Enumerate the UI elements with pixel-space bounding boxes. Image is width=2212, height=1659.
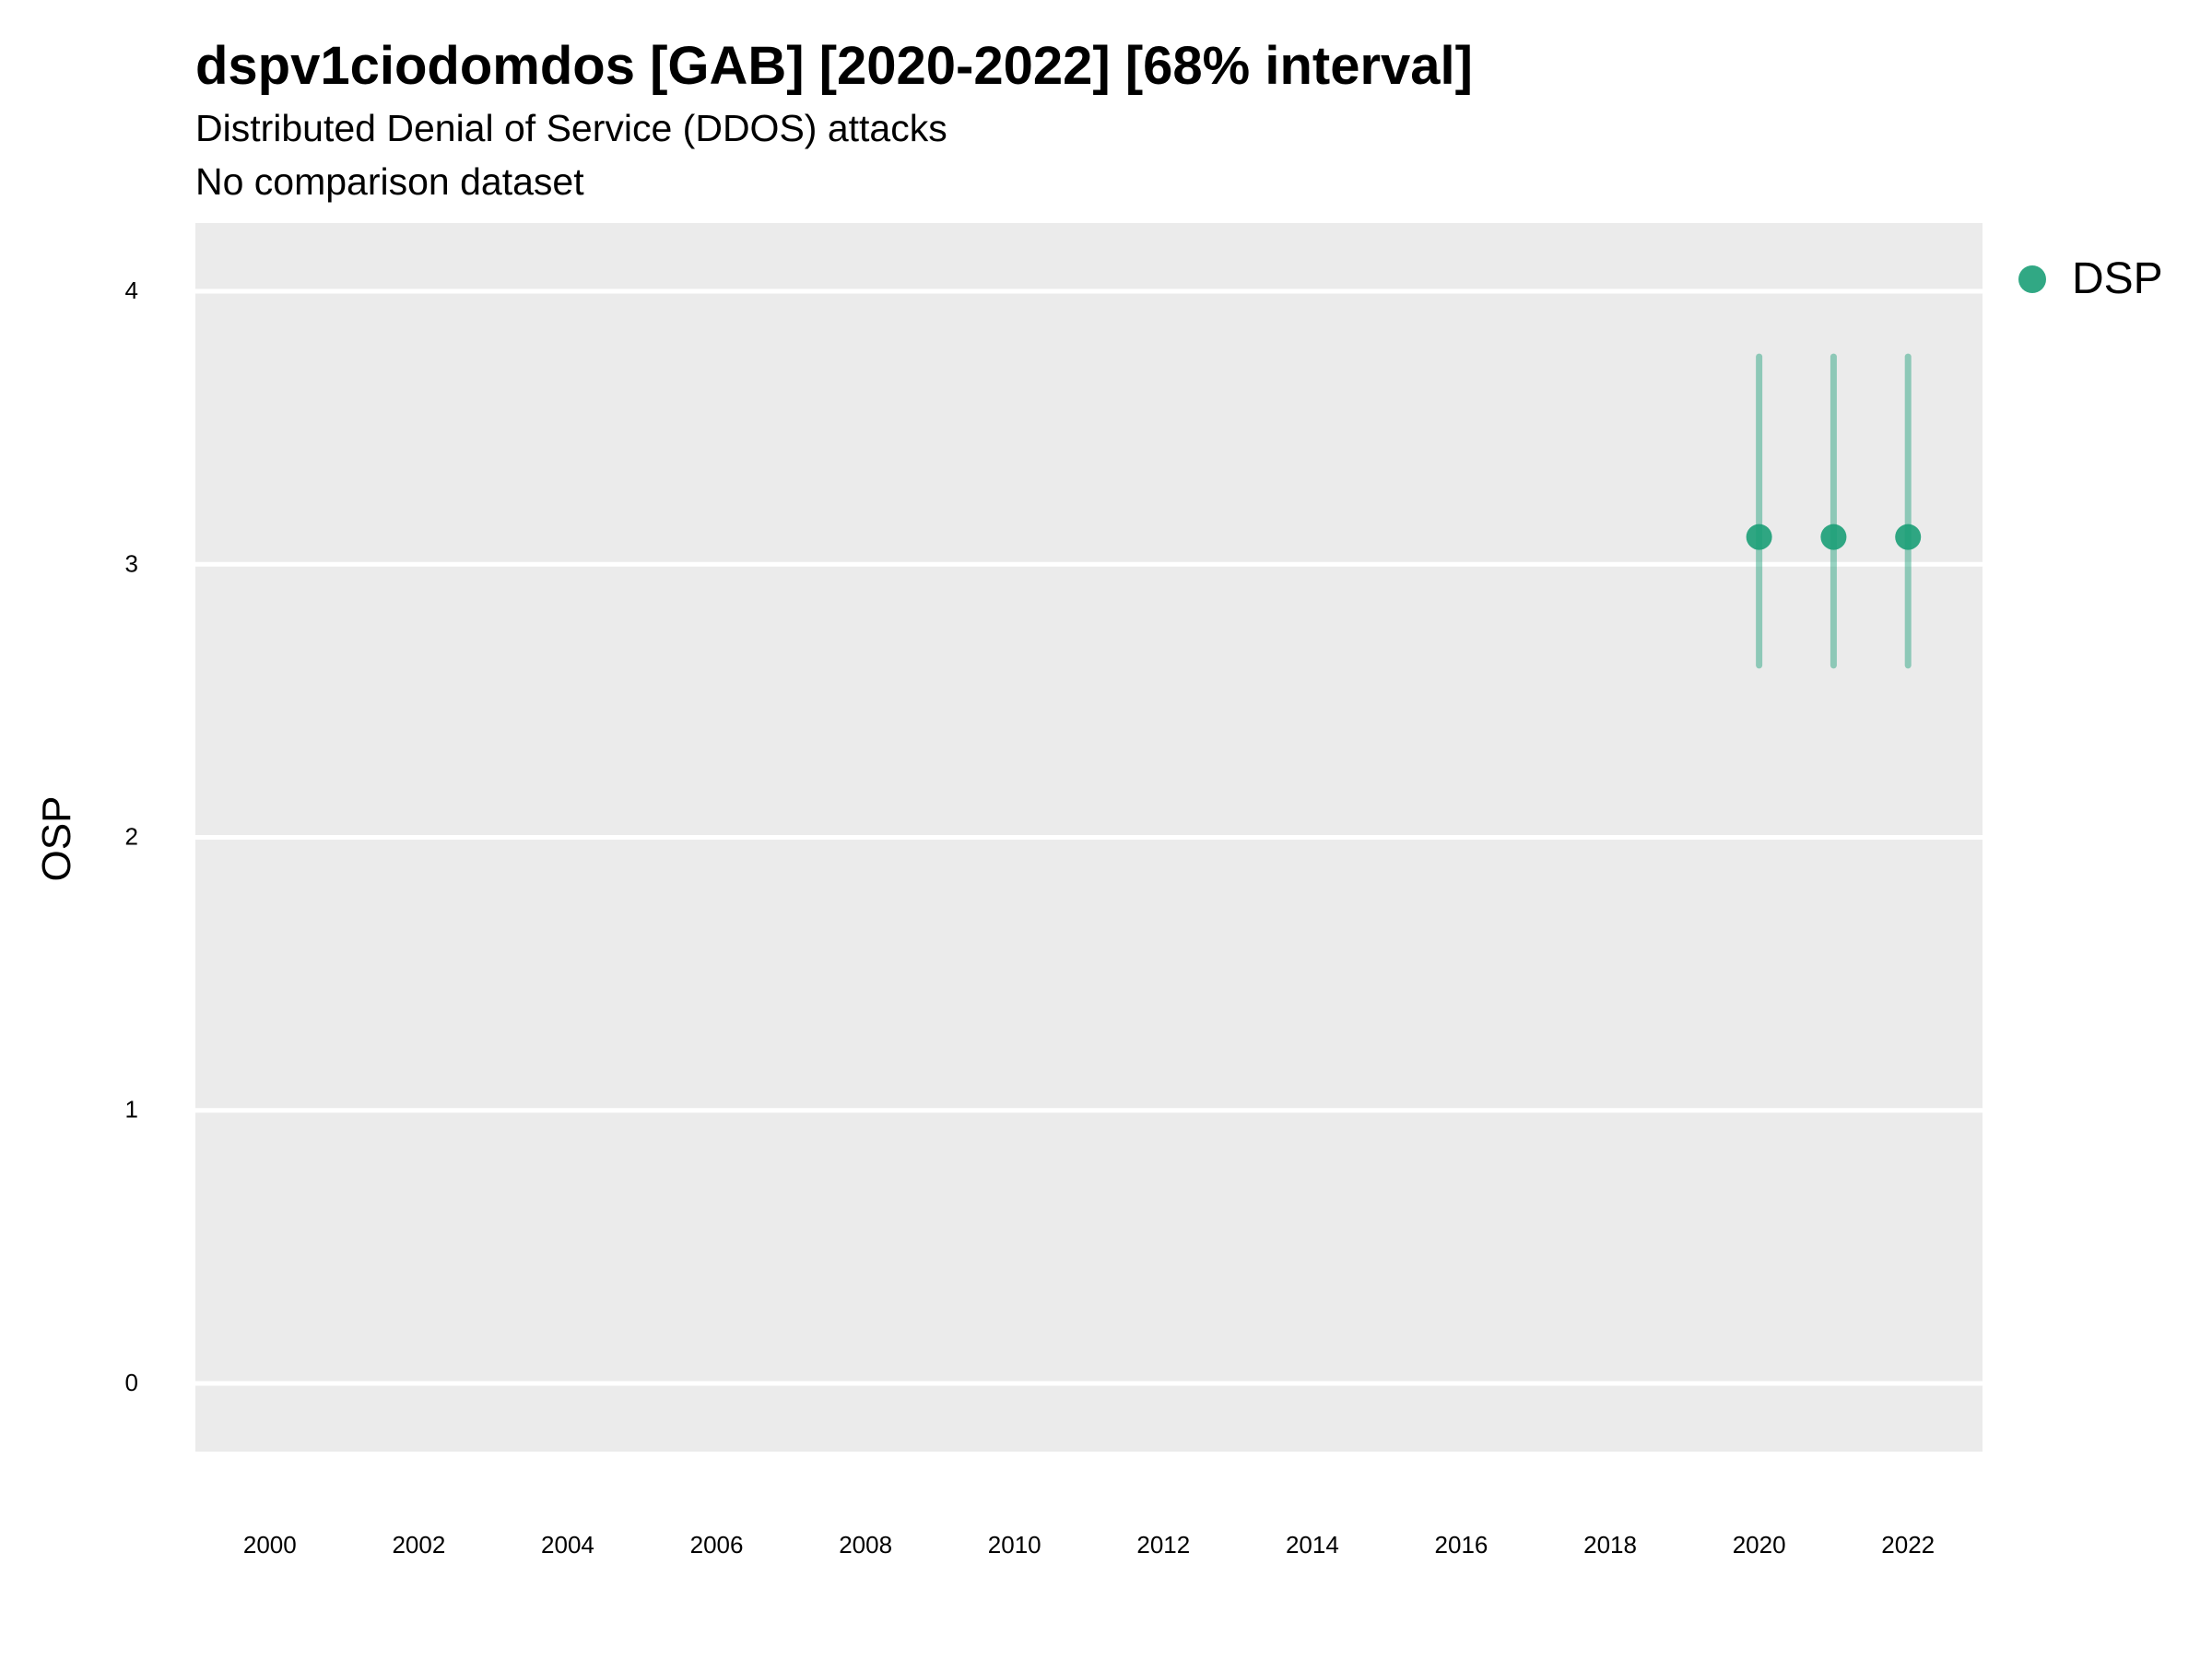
x-tick-label: 2022 bbox=[1881, 1531, 1935, 1559]
chart-caption: No comparison dataset bbox=[195, 160, 584, 203]
y-tick-label: 1 bbox=[125, 1096, 138, 1124]
data-point bbox=[1820, 524, 1847, 550]
chart-subtitle: Distributed Denial of Service (DDOS) att… bbox=[195, 107, 947, 149]
y-tick-label: 4 bbox=[125, 276, 138, 304]
x-tick-label: 2012 bbox=[1136, 1531, 1190, 1559]
x-tick-label: 2004 bbox=[541, 1531, 594, 1559]
legend-label-dsp: DSP bbox=[2072, 254, 2163, 303]
legend-key-dsp bbox=[2018, 265, 2046, 293]
y-tick-label: 3 bbox=[125, 549, 138, 577]
x-tick-label: 2002 bbox=[392, 1531, 445, 1559]
x-tick-label: 2018 bbox=[1583, 1531, 1637, 1559]
x-tick-label: 2020 bbox=[1733, 1531, 1786, 1559]
x-tick-label: 2008 bbox=[839, 1531, 892, 1559]
x-tick-label: 2010 bbox=[988, 1531, 1041, 1559]
x-tick-label: 2016 bbox=[1435, 1531, 1488, 1559]
x-tick-label: 2000 bbox=[243, 1531, 297, 1559]
legend: DSP bbox=[2018, 253, 2163, 304]
x-tick-label: 2014 bbox=[1286, 1531, 1339, 1559]
x-tick-label: 2006 bbox=[690, 1531, 744, 1559]
chart-title: dspv1ciodomdos [GAB] [2020-2022] [68% in… bbox=[195, 36, 1473, 96]
data-point bbox=[1746, 524, 1772, 550]
y-tick-label: 2 bbox=[125, 823, 138, 851]
y-tick-label: 0 bbox=[125, 1369, 138, 1396]
data-point bbox=[1895, 524, 1922, 550]
